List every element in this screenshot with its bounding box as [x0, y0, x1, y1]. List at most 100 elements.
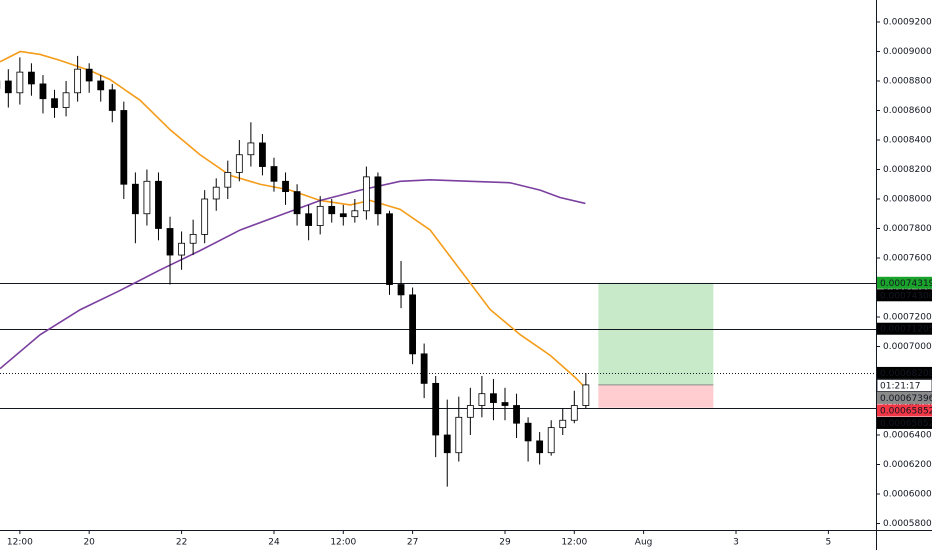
price-tag: 0.00065852 — [880, 406, 932, 416]
price-tag: 0.00067396 — [880, 394, 932, 404]
candle-body — [339, 213, 347, 218]
y-tick-label: 0.00072000 — [883, 312, 932, 322]
candle-body — [131, 183, 139, 215]
y-tick-label: 0.00080000 — [883, 194, 932, 204]
candle-body — [513, 405, 520, 424]
candle-body — [374, 176, 382, 215]
candle-body — [97, 80, 105, 91]
x-tick-label: 12:00 — [330, 538, 356, 548]
candle-body — [582, 384, 590, 406]
x-tick-label: 20 — [83, 538, 95, 548]
candle-body — [166, 228, 174, 256]
candle-body — [490, 393, 497, 403]
candle-body — [559, 419, 567, 429]
y-tick-label: 0.00088000 — [883, 76, 932, 86]
candle-body — [386, 213, 393, 285]
candle-body — [189, 233, 197, 244]
price-tag-bg — [877, 366, 932, 379]
x-tick-label: 29 — [499, 538, 511, 548]
candle-body — [270, 166, 278, 182]
y-tick-label: 0.00082000 — [883, 165, 932, 175]
candle-body — [409, 294, 416, 355]
y-tick-label: 0.00076000 — [883, 253, 932, 263]
y-tick-label: 0.00084000 — [883, 135, 932, 145]
candle-body — [201, 198, 209, 235]
candle-body — [443, 434, 451, 454]
candle-body — [51, 98, 58, 108]
candle-body — [143, 180, 151, 215]
candle-body — [4, 80, 12, 94]
x-tick-label: 3 — [733, 538, 739, 548]
candle-body — [16, 71, 24, 94]
candle-body — [155, 180, 162, 229]
candle-body — [62, 92, 70, 108]
x-tick-label: 5 — [826, 538, 832, 548]
price-tag: 0.00065852 — [880, 419, 932, 429]
candle-body — [524, 422, 532, 442]
candle-body — [478, 393, 486, 406]
candle-body — [316, 205, 324, 226]
candle-body — [282, 180, 289, 193]
price-tag: 0.00068208 — [880, 369, 932, 379]
price-tag: 0.00071205 — [880, 325, 932, 335]
countdown-bg — [876, 379, 932, 392]
price-tag-bg — [877, 322, 932, 335]
candle-body — [178, 242, 185, 256]
x-tick-label: 27 — [407, 538, 418, 548]
candle-body — [501, 402, 509, 406]
x-tick-label: 12:00 — [7, 538, 33, 548]
candle-body — [74, 68, 82, 94]
price-tag: 0.00074300 — [880, 291, 932, 301]
price-tag-bg — [877, 276, 932, 289]
y-tick-label: 0.00058000 — [883, 519, 932, 529]
candle-body — [293, 191, 301, 215]
loss-zone — [598, 384, 714, 408]
candle-body — [420, 353, 428, 384]
candle-body — [570, 405, 578, 421]
candle-body — [212, 186, 220, 200]
y-tick-label: 0.00090000 — [883, 47, 932, 57]
candle-body — [108, 89, 116, 111]
x-tick-label: 22 — [176, 538, 187, 548]
candle-body — [466, 405, 474, 418]
y-tick-label: 0.00060000 — [883, 490, 932, 500]
candle-body — [536, 440, 544, 454]
candle-body — [224, 172, 232, 188]
moving-average — [0, 50, 586, 389]
candle-body — [547, 427, 555, 454]
price-tag-bg — [877, 404, 932, 417]
candle-body — [328, 205, 336, 215]
candle-body — [259, 142, 266, 167]
price-tag: 0.00074319 — [880, 279, 932, 289]
candle-body — [120, 110, 128, 185]
y-tick-label: 0.00070000 — [883, 342, 932, 352]
y-tick-label: 0.00086000 — [883, 106, 932, 116]
y-tick-label: 0.00092000 — [883, 17, 932, 27]
candle-body — [397, 284, 405, 296]
candle-body — [39, 83, 47, 100]
price-tag-bg — [877, 289, 932, 302]
candle-body — [432, 382, 440, 436]
countdown: 01:21:17 — [880, 381, 920, 391]
price-tag-bg — [877, 391, 932, 404]
x-tick-label: 12:00 — [561, 538, 587, 548]
x-tick-label: Aug — [635, 538, 653, 548]
candle-body — [235, 154, 243, 173]
profit-zone — [598, 282, 714, 385]
candle-body — [455, 416, 463, 454]
candle-body — [305, 213, 313, 226]
candle-body — [28, 71, 35, 85]
candle-body — [362, 176, 370, 212]
y-tick-label: 0.00062000 — [883, 460, 932, 470]
y-tick-label: 0.00064000 — [883, 431, 932, 441]
candle-body — [247, 142, 255, 156]
y-tick-label: 0.00078000 — [883, 224, 932, 234]
plot-area — [0, 50, 876, 487]
candle-body — [351, 210, 359, 218]
price-tag-bg — [877, 416, 932, 429]
x-tick-label: 24 — [268, 538, 280, 548]
candle-body — [85, 68, 93, 82]
